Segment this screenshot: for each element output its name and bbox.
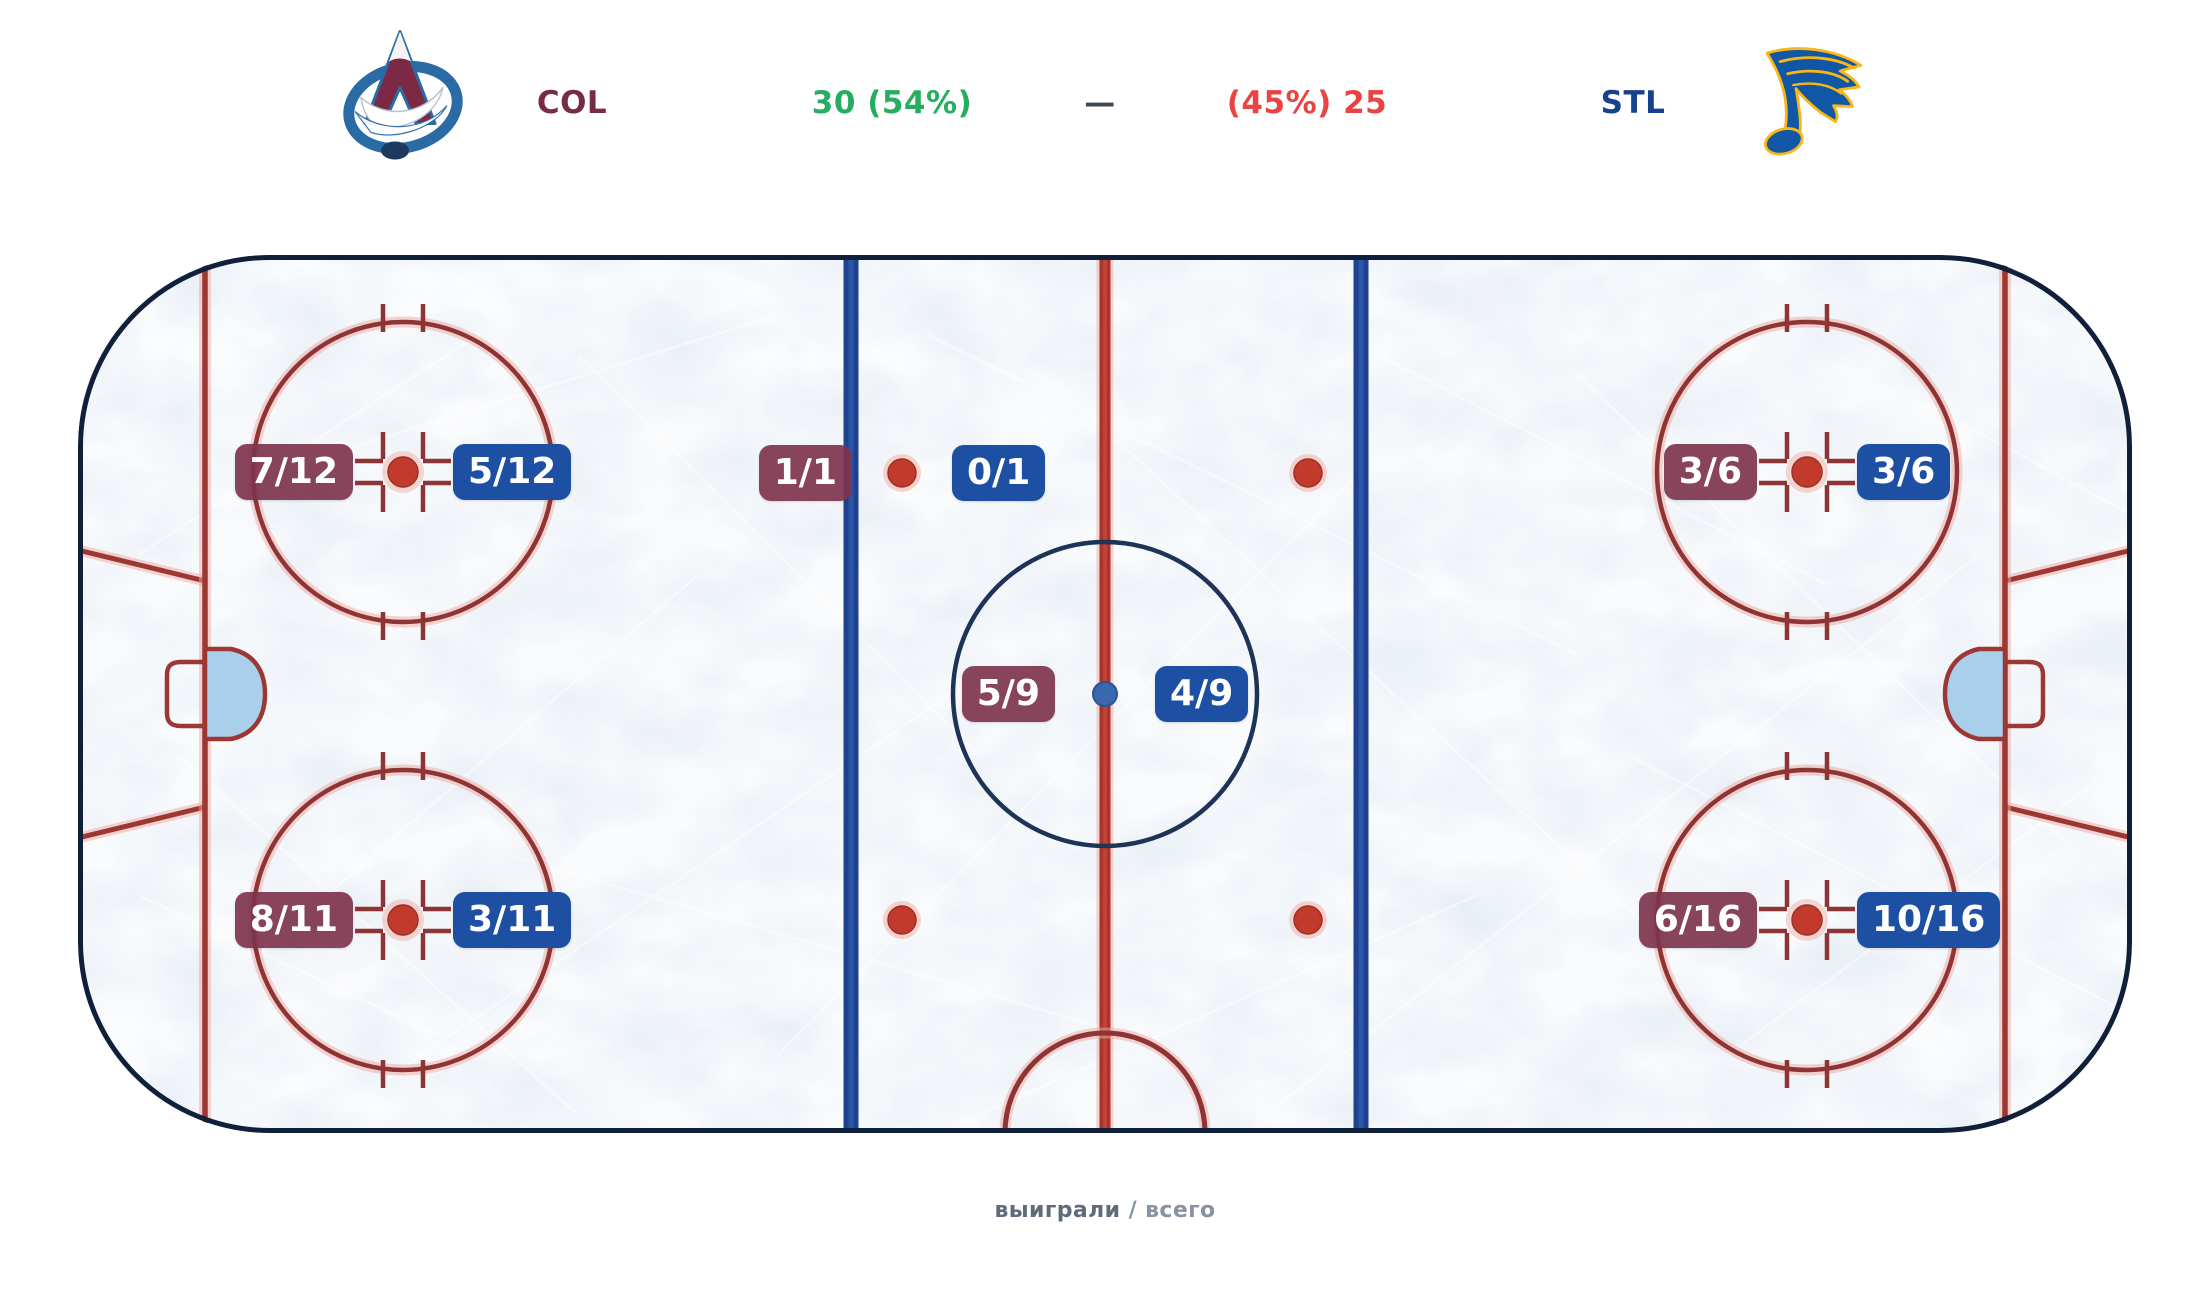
- blue-lines: [843, 255, 1369, 1133]
- center-circle: [950, 539, 1260, 849]
- neutral-dot-right-top: [1288, 453, 1328, 493]
- neutral-dot-left-top: [882, 453, 922, 493]
- away-team-abbr: STL: [1600, 85, 1666, 121]
- referee-crease: [999, 1027, 1211, 1133]
- goal-creases: [202, 646, 2008, 742]
- faceoff-stat-home-badge: 6/16: [1638, 892, 1757, 948]
- faceoff-stat-away-badge: 3/11: [453, 892, 572, 948]
- neutral-dot-right-bottom: [1288, 900, 1328, 940]
- faceoff-stat-home-badge: 1/1: [758, 445, 852, 501]
- faceoff-stat-away-badge: 4/9: [1155, 666, 1249, 722]
- center-faceoff-dot: [1092, 681, 1118, 707]
- faceoff-stat-home-badge: 3/6: [1663, 444, 1757, 500]
- legend-separator: /: [1128, 1198, 1137, 1223]
- rink-boards: [78, 255, 2132, 1133]
- legend-won-label: выиграли: [994, 1198, 1121, 1223]
- score-separator: —: [1084, 85, 1116, 121]
- home-team-abbr: COL: [536, 85, 608, 121]
- stl-team-logo: [1746, 40, 1878, 166]
- col-team-logo: [325, 26, 475, 175]
- avalanche-logo-icon: [343, 30, 463, 160]
- faceoff-stat-away-badge: 0/1: [952, 445, 1046, 501]
- trapezoid-lines: [78, 544, 2132, 844]
- rink-svg: [78, 255, 2132, 1133]
- neutral-dot-left-bottom: [882, 900, 922, 940]
- ice-rink: [78, 255, 2132, 1133]
- faceoff-stat-home-badge: 7/12: [234, 444, 353, 500]
- away-faceoff-total: (45%) 25: [1226, 85, 1388, 121]
- legend-total-label: всего: [1145, 1198, 1216, 1223]
- faceoff-stat-home-badge: 5/9: [961, 666, 1055, 722]
- goal-frames: [164, 659, 2046, 729]
- blues-note-logo-icon: [1764, 47, 1863, 156]
- legend-caption: выиграли / всего: [78, 1198, 2132, 1223]
- faceoff-stat-away-badge: 3/6: [1857, 444, 1951, 500]
- faceoff-stat-away-badge: 5/12: [453, 444, 572, 500]
- faceoff-stat-home-badge: 8/11: [234, 892, 353, 948]
- home-faceoff-total: 30 (54%): [811, 85, 973, 121]
- faceoff-stat-away-badge: 10/16: [1857, 892, 2001, 948]
